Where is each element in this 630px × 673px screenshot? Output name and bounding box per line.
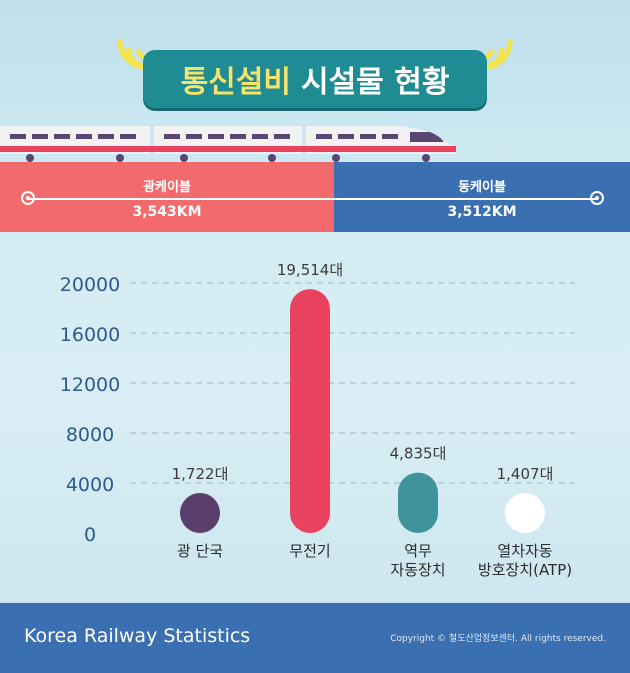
y-tick-label: 16000 <box>60 324 120 346</box>
bar <box>505 493 545 533</box>
bar-value-label: 1,722대 <box>172 465 229 483</box>
y-tick-label: 20000 <box>60 274 120 296</box>
bar-value-label: 4,835대 <box>390 445 447 463</box>
y-tick-label: 8000 <box>66 424 114 446</box>
title-highlight: 통신설비 <box>180 65 291 100</box>
optical-cable-label: 광케이블 <box>143 180 191 195</box>
train-illustration <box>0 126 456 162</box>
title-rest: 시설물 현황 <box>300 65 450 100</box>
bar-value-label: 1,407대 <box>497 465 554 483</box>
category-label: 자동장치 <box>390 561 445 579</box>
category-label: 무전기 <box>289 542 330 560</box>
footer-copyright: Copyright © 철도산업정보센터. All rights reserve… <box>390 634 606 644</box>
footer: Korea Railway Statistics Copyright © 철도산… <box>0 603 630 673</box>
category-label: 광 단국 <box>177 542 223 560</box>
cable-line <box>28 198 598 200</box>
page-title: 통신설비 시설물 현황 <box>143 50 487 108</box>
bar-value-label: 19,514대 <box>277 261 343 279</box>
category-label: 역무 <box>404 542 432 560</box>
y-tick-label: 4000 <box>66 474 114 496</box>
category-label: 방호장치(ATP) <box>478 561 572 579</box>
category-label: 열차자동 <box>497 542 552 560</box>
y-tick-label: 12000 <box>60 374 120 396</box>
footer-brand: Korea Railway Statistics <box>24 625 251 647</box>
copper-cable-label: 동케이블 <box>458 180 506 195</box>
cable-start-dot-icon <box>21 191 35 205</box>
copper-cable-value: 3,512KM <box>447 204 517 220</box>
bar <box>398 472 438 533</box>
bar <box>290 289 330 533</box>
y-tick-label: 0 <box>84 524 96 546</box>
copper-cable-panel: 동케이블 3,512KM <box>334 162 630 232</box>
cable-end-dot-icon <box>590 191 604 205</box>
optical-cable-panel: 광케이블 3,543KM <box>0 162 334 232</box>
bar <box>180 493 220 533</box>
optical-cable-value: 3,543KM <box>132 204 202 220</box>
